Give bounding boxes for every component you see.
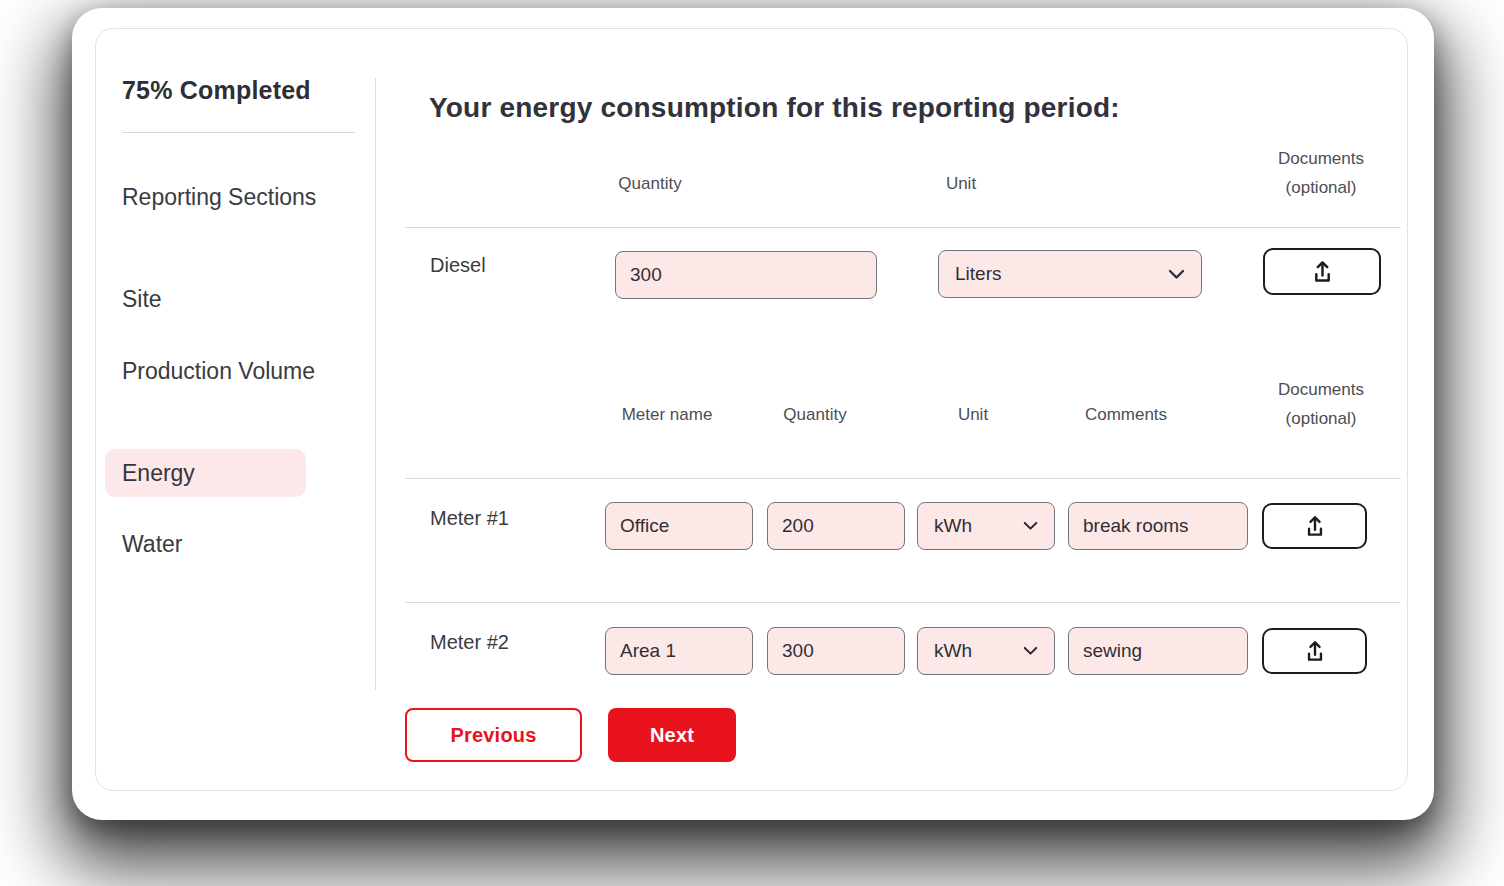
divider-fuel-header [405, 227, 1401, 228]
meter1-name-input[interactable] [605, 502, 753, 550]
diesel-quantity-input[interactable] [615, 251, 877, 299]
chevron-down-icon [1023, 646, 1038, 656]
fuel-header-documents-line1: Documents [1278, 149, 1364, 168]
fuel-row-label-diesel: Diesel [430, 254, 486, 277]
divider-meter-rows [405, 602, 1401, 603]
page-title: Your energy consumption for this reporti… [429, 92, 1349, 124]
meter1-unit-value: kWh [934, 515, 972, 537]
meter2-unit-select[interactable]: kWh [917, 627, 1055, 675]
meter1-comments-input[interactable] [1068, 502, 1248, 550]
meter1-unit-select[interactable]: kWh [917, 502, 1055, 550]
previous-button[interactable]: Previous [405, 708, 582, 762]
meter1-quantity-input[interactable] [767, 502, 905, 550]
sidebar-item-reporting-sections[interactable]: Reporting Sections [122, 180, 357, 214]
meter2-name-input[interactable] [605, 627, 753, 675]
sidebar-content-divider [375, 78, 376, 690]
meter-header-unit: Unit [958, 405, 988, 425]
progress-label: 75% Completed [122, 76, 362, 105]
meter-header-comments: Comments [1085, 405, 1167, 425]
diesel-unit-value: Liters [955, 263, 1001, 285]
sidebar-item-energy[interactable]: Energy [105, 449, 306, 497]
next-button[interactable]: Next [608, 708, 736, 762]
meter-row-label-1: Meter #1 [430, 507, 509, 530]
upload-icon [1302, 638, 1328, 664]
upload-icon [1302, 513, 1328, 539]
card-inner-frame [95, 28, 1408, 791]
fuel-header-quantity: Quantity [618, 174, 681, 194]
fuel-header-unit: Unit [946, 174, 976, 194]
sidebar-item-production-volume[interactable]: Production Volume [122, 354, 357, 388]
meter-header-documents-line1: Documents [1278, 380, 1364, 399]
report-card: 75% Completed Reporting Sections Site Pr… [72, 8, 1434, 820]
fuel-header-documents: Documents (optional) [1278, 144, 1364, 202]
chevron-down-icon [1023, 521, 1038, 531]
meter-header-name: Meter name [622, 405, 713, 425]
page: 75% Completed Reporting Sections Site Pr… [0, 0, 1504, 886]
meter-row-label-2: Meter #2 [430, 631, 509, 654]
sidebar-divider [122, 132, 355, 133]
chevron-down-icon [1168, 269, 1185, 280]
meter2-upload-button[interactable] [1262, 628, 1367, 674]
meter-header-documents-line2: (optional) [1286, 409, 1357, 428]
meter2-unit-value: kWh [934, 640, 972, 662]
sidebar-item-site[interactable]: Site [122, 282, 357, 316]
sidebar-item-energy-label: Energy [105, 460, 195, 487]
meter1-upload-button[interactable] [1262, 503, 1367, 549]
fuel-header-documents-line2: (optional) [1286, 178, 1357, 197]
meter-header-documents: Documents (optional) [1278, 375, 1364, 433]
meter2-comments-input[interactable] [1068, 627, 1248, 675]
divider-meter-header [405, 478, 1401, 479]
upload-icon [1309, 258, 1336, 285]
meter-header-quantity: Quantity [783, 405, 846, 425]
meter2-quantity-input[interactable] [767, 627, 905, 675]
sidebar-item-water[interactable]: Water [122, 527, 357, 561]
diesel-upload-button[interactable] [1263, 248, 1381, 295]
diesel-unit-select[interactable]: Liters [938, 250, 1202, 298]
